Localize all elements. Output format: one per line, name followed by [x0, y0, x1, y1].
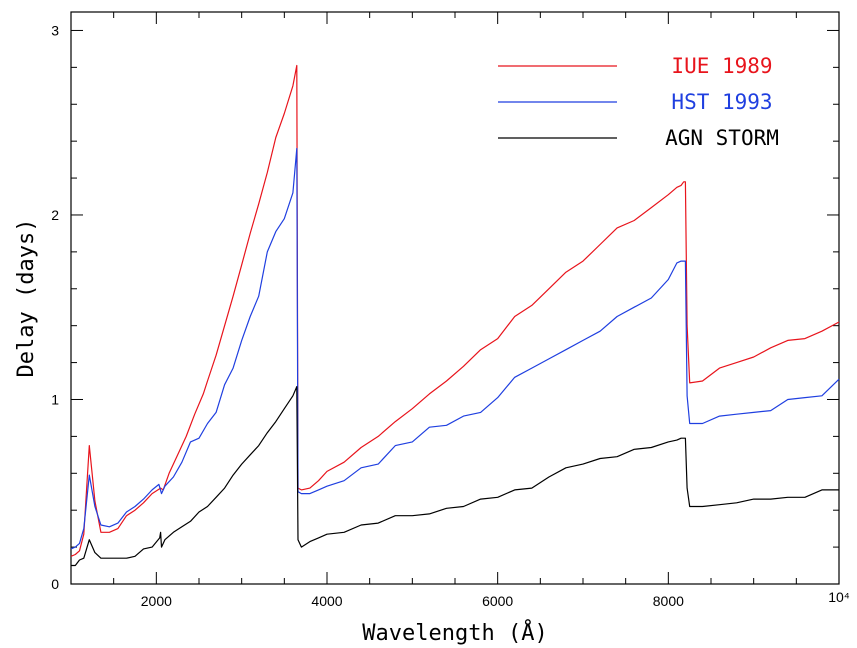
legend-label: HST 1993: [671, 90, 772, 114]
y-tick-label: 2: [51, 207, 59, 223]
x-tick-label: 8000: [653, 593, 684, 609]
x-tick-label: 6000: [482, 593, 513, 609]
x-tick-label: 10⁴: [828, 589, 850, 605]
series-line: [70, 147, 840, 550]
x-axis-title: Wavelength (Å): [362, 619, 547, 646]
tick-labels: 2000 4000 6000 8000 10⁴ 0 1 2 3: [51, 22, 850, 609]
y-tick-label: 0: [51, 576, 59, 592]
y-tick-label: 1: [51, 391, 59, 407]
axis-ticks: [70, 12, 840, 585]
y-tick-label: 3: [51, 22, 59, 38]
legend-label: IUE 1989: [671, 54, 772, 78]
series-line: [71, 386, 839, 567]
x-tick-label: 2000: [141, 593, 172, 609]
legend-label: AGN STORM: [665, 126, 779, 150]
series-line: [70, 64, 840, 557]
legend: IUE 1989 HST 1993 AGN STORM: [498, 54, 779, 150]
x-tick-label: 4000: [311, 593, 342, 609]
y-axis-title: Delay (days): [14, 219, 39, 378]
series-lines: [70, 64, 840, 567]
